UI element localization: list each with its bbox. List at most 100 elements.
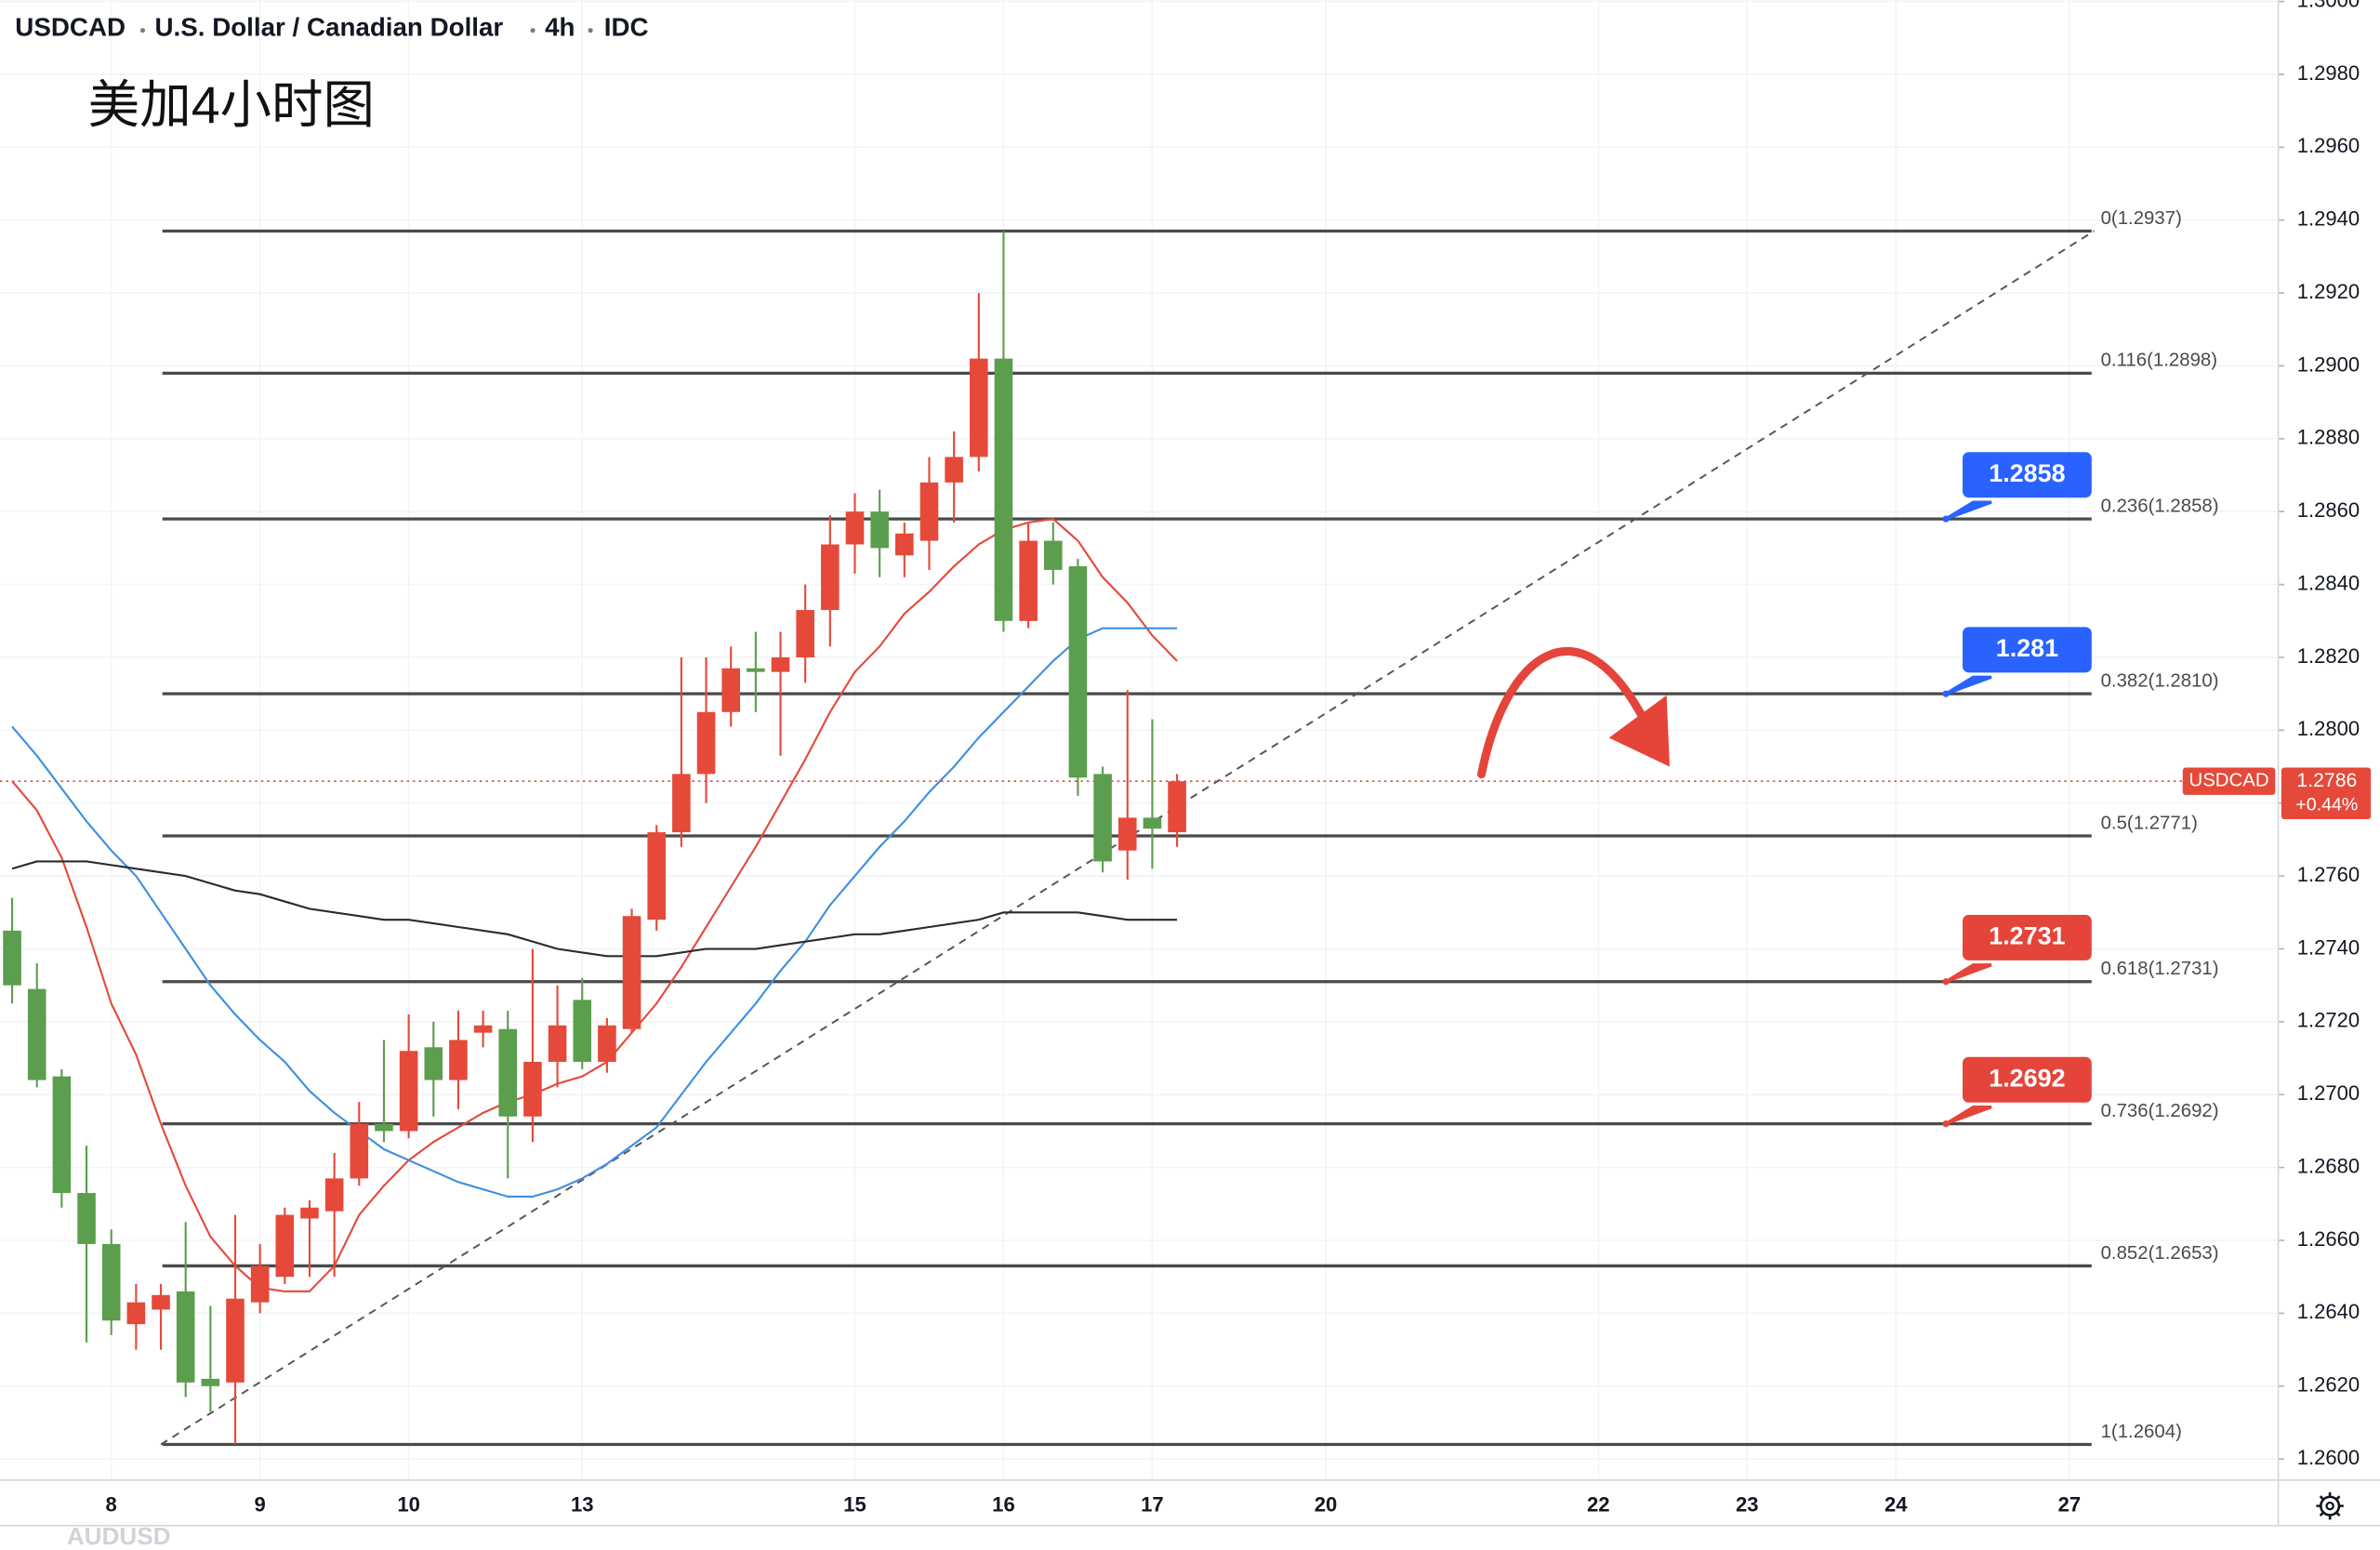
candle-body	[300, 1207, 319, 1219]
y-tick-label: 1.2600	[2297, 1446, 2360, 1469]
candle-body	[77, 1193, 96, 1244]
y-tick-label: 1.2860	[2297, 498, 2360, 522]
candle-body	[573, 1000, 592, 1062]
y-tick-label: 1.2820	[2297, 644, 2360, 668]
x-tick-label: 27	[2058, 1492, 2082, 1516]
candle-body	[622, 916, 641, 1029]
candle-body	[821, 544, 840, 611]
y-tick-label: 1.2920	[2297, 280, 2360, 303]
candle-body	[1043, 540, 1063, 570]
callout-label: 1.281	[1996, 634, 2058, 662]
callout-label: 1.2858	[1989, 459, 2065, 487]
fib-level-label: 0.736(1.2692)	[2101, 1101, 2219, 1121]
candle-body	[747, 668, 765, 672]
fib-level-label: 0.618(1.2731)	[2101, 959, 2219, 979]
candle-body	[1117, 817, 1137, 851]
candle-body	[1068, 566, 1088, 778]
next-pane-symbol: AUDUSD	[67, 1522, 171, 1550]
callout-box	[1963, 914, 2092, 960]
callout-box	[1963, 627, 2092, 673]
interval[interactable]: 4h	[545, 12, 575, 41]
symbol: USDCAD	[15, 12, 126, 41]
candle-body	[970, 358, 988, 457]
candle-body	[424, 1047, 443, 1080]
last-price-box	[2281, 767, 2372, 820]
candle-body	[548, 1025, 567, 1062]
candle-body	[152, 1294, 170, 1310]
fib-level-label: 0.852(1.2653)	[2101, 1243, 2219, 1264]
candle-body	[324, 1178, 344, 1212]
y-tick-label: 1.2840	[2297, 571, 2360, 594]
candle-body	[375, 1123, 393, 1132]
candle-body	[796, 610, 814, 657]
candle-body	[399, 1051, 418, 1132]
candle-body	[201, 1378, 220, 1386]
candle-body	[3, 930, 21, 986]
candle-body	[523, 1061, 542, 1117]
annotation: 美加4小时图	[88, 76, 375, 134]
y-tick-label: 1.2660	[2297, 1227, 2360, 1251]
drawing-arrow[interactable]	[1476, 647, 1647, 779]
fib-level-label: 0.116(1.2898)	[2101, 351, 2217, 371]
candle-body	[1143, 817, 1162, 829]
data-source: IDC	[604, 12, 649, 41]
callout-pointer	[1945, 963, 1992, 984]
candle-body	[945, 457, 963, 483]
candle-body	[52, 1076, 72, 1194]
y-tick-label: 1.2700	[2297, 1081, 2360, 1105]
separator	[588, 28, 593, 33]
x-tick-label: 13	[571, 1492, 594, 1516]
y-tick-label: 1.2740	[2297, 935, 2360, 959]
candle-body	[498, 1028, 518, 1117]
y-tick-label: 1.2620	[2297, 1373, 2360, 1397]
candle-body	[126, 1302, 146, 1325]
candle-body	[919, 482, 939, 541]
x-tick-label: 24	[1884, 1492, 1908, 1516]
last-price-symbol: USDCAD	[2188, 771, 2268, 791]
fib-level-label: 0.236(1.2858)	[2101, 496, 2219, 516]
y-tick-label: 1.2960	[2297, 134, 2360, 157]
moving-average-line	[11, 860, 1178, 958]
last-price-change: +0.44%	[2295, 795, 2358, 815]
candle-body	[895, 533, 914, 556]
fib-level-label: 0.382(1.2810)	[2101, 671, 2219, 692]
callout-box	[1963, 1056, 2092, 1103]
x-tick-label: 20	[1315, 1492, 1338, 1516]
candle-body	[101, 1243, 121, 1321]
y-tick-label: 1.2680	[2297, 1154, 2360, 1177]
fib-level-label: 0.5(1.2771)	[2101, 813, 2198, 833]
candle-body	[27, 988, 46, 1080]
candle-body	[275, 1214, 295, 1278]
callout-box	[1963, 452, 2092, 498]
candle-body	[647, 832, 667, 921]
candle-body	[1168, 781, 1186, 833]
settings-button[interactable]	[2316, 1491, 2344, 1520]
candle-body	[226, 1298, 245, 1383]
candle-body	[1019, 540, 1038, 621]
y-tick-label: 1.2720	[2297, 1009, 2360, 1032]
x-tick-label: 22	[1587, 1492, 1610, 1516]
x-tick-label: 8	[106, 1492, 117, 1516]
x-tick-label: 17	[1141, 1492, 1164, 1516]
gear-teeth[interactable]	[2316, 1491, 2344, 1520]
y-tick-label: 1.2800	[2297, 717, 2360, 740]
gear-center[interactable]	[2325, 1501, 2334, 1511]
x-tick-label: 9	[255, 1492, 266, 1516]
x-tick-label: 23	[1736, 1492, 1759, 1516]
moving-average-line	[11, 627, 1178, 1199]
x-tick-label: 10	[397, 1492, 420, 1516]
last-price-symbol-box	[2182, 767, 2276, 795]
candle-body	[1093, 774, 1112, 862]
callout-label: 1.2731	[1989, 922, 2065, 950]
y-tick-label: 1.2940	[2297, 207, 2360, 231]
y-tick-label: 1.2640	[2297, 1300, 2360, 1323]
candle-body	[845, 511, 865, 545]
separator	[530, 28, 536, 33]
last-price-value: 1.2786	[2296, 770, 2357, 791]
drawing-arrow-head[interactable]	[1608, 695, 1670, 767]
candle-body	[176, 1291, 195, 1383]
candle-body	[870, 511, 889, 549]
